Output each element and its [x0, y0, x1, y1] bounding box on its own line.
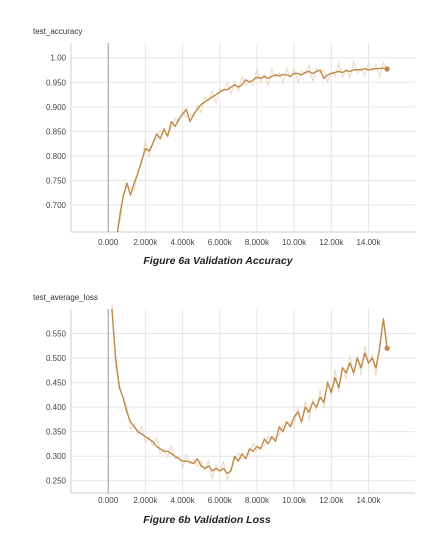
- loss-y-tick-label: 0.500: [46, 354, 67, 363]
- loss-y-tick-label: 0.550: [46, 330, 67, 339]
- accuracy-x-tick-label: 10.00k: [282, 238, 307, 247]
- loss-y-tick-labels: 0.250 0.300 0.350 0.400 0.450 0.500 0.550: [46, 330, 67, 486]
- accuracy-chart-title: test_accuracy: [33, 27, 82, 36]
- accuracy-series: [116, 67, 388, 233]
- loss-x-tick-label: 6.000k: [208, 496, 233, 505]
- accuracy-x-tick-label: 2.000k: [133, 238, 158, 247]
- loss-chart-title: test_average_loss: [33, 293, 98, 302]
- accuracy-y-tick-label: 1.00: [50, 54, 66, 63]
- loss-gridlines: [70, 309, 415, 494]
- loss-figure-caption: Figure 6b Validation Loss: [143, 514, 271, 526]
- loss-y-tick-label: 0.350: [46, 428, 67, 437]
- loss-panel: test_average_loss 0.2500.3000.3500.4000.…: [33, 293, 415, 526]
- accuracy-x-tick-label: 6.000k: [208, 238, 233, 247]
- loss-series-line: [111, 308, 388, 475]
- accuracy-y-tick-label: 0.750: [46, 176, 67, 185]
- accuracy-x-tick-label: 4.000k: [171, 238, 196, 247]
- accuracy-end-marker: [384, 66, 390, 72]
- loss-x-tick-label: 2.000k: [133, 496, 158, 505]
- accuracy-y-tick-label: 0.800: [46, 152, 67, 161]
- accuracy-x-tick-labels: 0.000 2.000k 4.000k 6.000k 8.000k 10.00k 12.00…: [98, 238, 381, 247]
- loss-end-point: [384, 345, 390, 351]
- loss-end-marker: [384, 345, 390, 351]
- loss-raw-series: [111, 304, 388, 481]
- accuracy-y-tick-label: 0.950: [46, 78, 67, 87]
- accuracy-gridlines: [70, 43, 415, 233]
- loss-x-tick-label: 0.000: [98, 496, 119, 505]
- accuracy-figure-caption: Figure 6a Validation Accuracy: [143, 255, 293, 267]
- loss-series: [111, 308, 388, 475]
- accuracy-x-tick-label: 8.000k: [245, 238, 270, 247]
- accuracy-panel: test_accuracy 0.7000.7500.8000.8500.9000…: [33, 27, 415, 267]
- loss-y-tick-label: 0.250: [46, 477, 67, 486]
- accuracy-y-tick-labels: 0.700 0.750 0.800 0.850 0.900 0.950 1.00: [46, 54, 67, 210]
- accuracy-x-tick-label: 14.00k: [356, 238, 381, 247]
- loss-x-tick-labels: 0.000 2.000k 4.000k 6.000k 8.000k 10.00k 12.00…: [98, 496, 381, 505]
- accuracy-y-tick-label: 0.850: [46, 127, 67, 136]
- loss-y-tick-label: 0.300: [46, 452, 67, 461]
- accuracy-y-tick-label: 0.900: [46, 103, 67, 112]
- loss-y-tick-label: 0.450: [46, 379, 67, 388]
- accuracy-x-tick-label: 12.00k: [319, 238, 344, 247]
- loss-x-tick-label: 4.000k: [171, 496, 196, 505]
- accuracy-x-tick-label: 0.000: [98, 238, 119, 247]
- loss-raw-line: [111, 304, 388, 481]
- accuracy-y-tick-label: 0.700: [46, 201, 67, 210]
- loss-y-tick-label: 0.400: [46, 403, 67, 412]
- accuracy-raw-series: [117, 59, 388, 228]
- accuracy-end-point: [384, 66, 390, 72]
- loss-x-tick-label: 14.00k: [356, 496, 381, 505]
- loss-x-tick-label: 10.00k: [282, 496, 307, 505]
- accuracy-raw-line: [117, 59, 388, 228]
- loss-x-tick-label: 12.00k: [319, 496, 344, 505]
- loss-x-tick-label: 8.000k: [245, 496, 270, 505]
- accuracy-series-line: [116, 67, 388, 233]
